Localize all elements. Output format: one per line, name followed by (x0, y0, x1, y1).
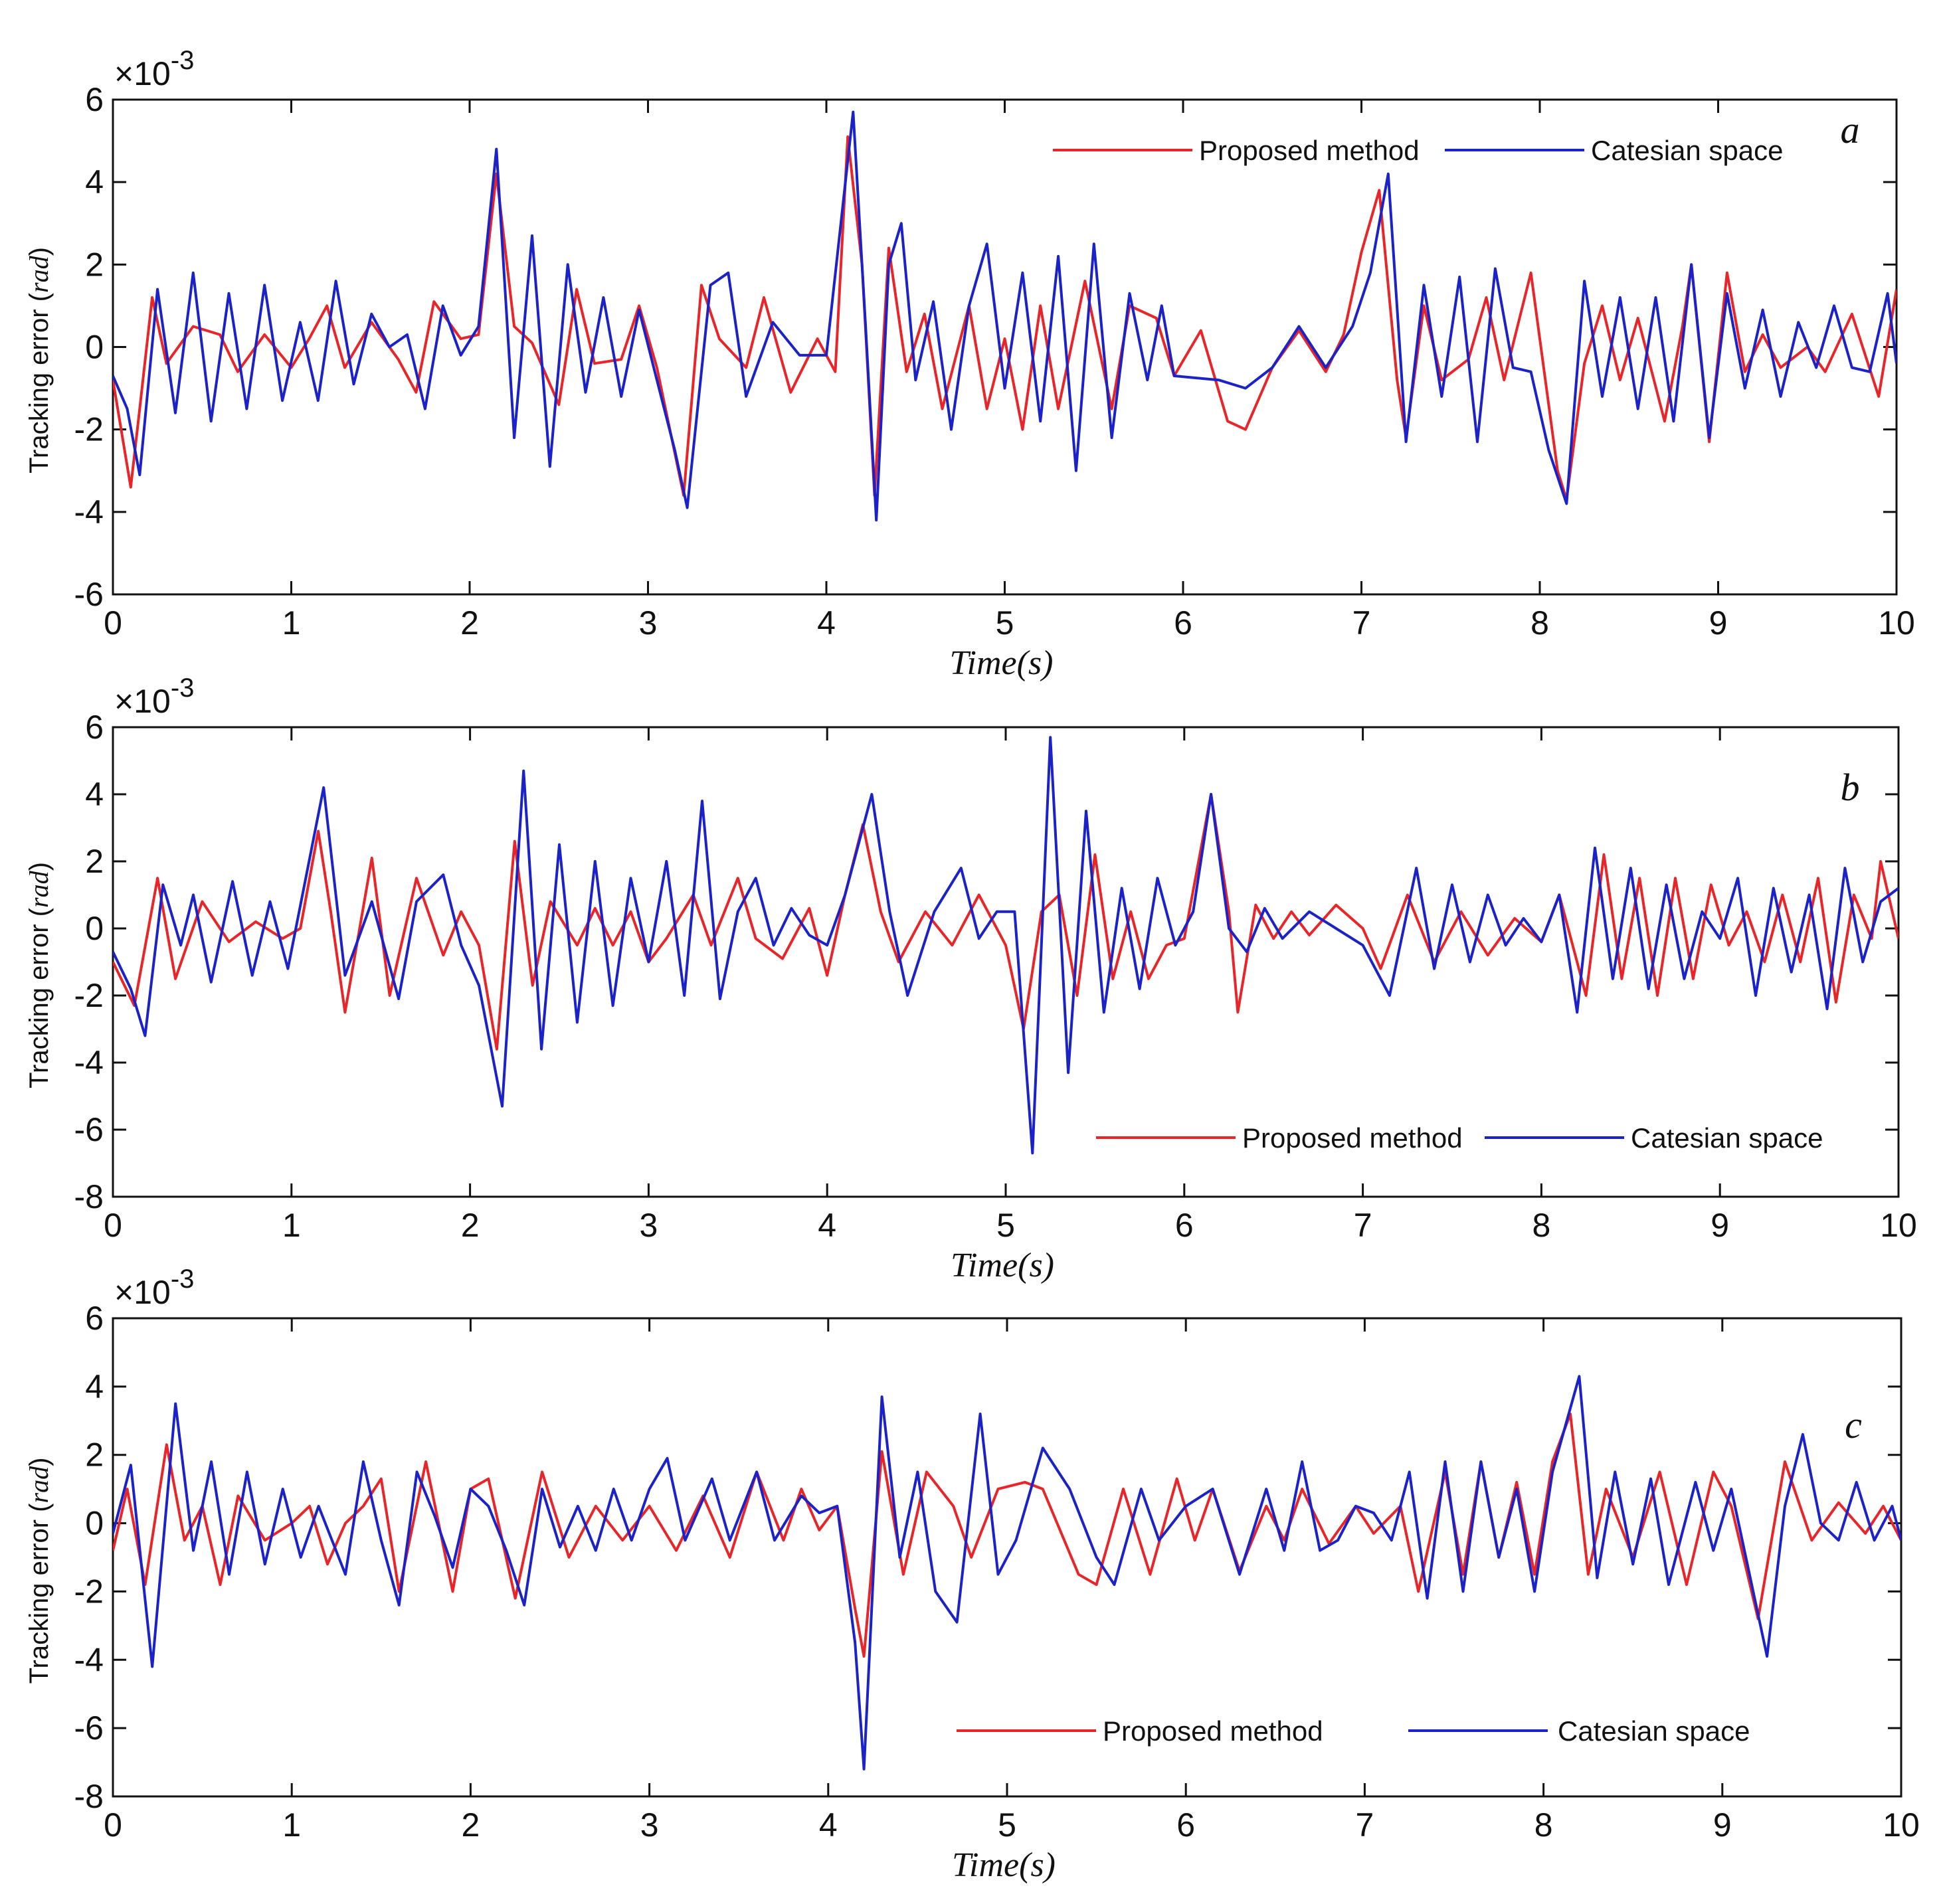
legend-label-catesian-space: Catesian space (1558, 1715, 1750, 1747)
series-line-proposed-method (113, 135, 1897, 501)
y-tick-label: 4 (85, 1368, 104, 1405)
x-tick-label: 6 (1176, 1806, 1195, 1844)
panel-a: 0 1 2 3 4 5 6 7 8 9 10 -6 -4 -2 0 2 4 6 ×10-3 Tracking erro… (24, 46, 1915, 682)
x-tick-label: 0 (104, 1207, 122, 1244)
y-axis-label: Tracking error (rad) (24, 1458, 54, 1684)
y-tick-label: -6 (74, 1709, 104, 1747)
x-tick-label: 3 (639, 1207, 658, 1244)
x-tick-label: 0 (104, 604, 122, 642)
x-tick-label: 9 (1709, 604, 1728, 642)
y-tick-label: 2 (85, 843, 104, 880)
x-tick-label: 0 (104, 1806, 122, 1844)
series-line-catesian-space (113, 736, 1899, 1155)
y-tick-label: 0 (85, 329, 104, 366)
legend-label-catesian-space: Catesian space (1591, 135, 1784, 166)
plot-frame (112, 726, 1900, 1198)
y-tick-label: -8 (74, 1778, 104, 1815)
x-tick-label: 7 (1352, 604, 1371, 642)
y-exponent-label: ×10-3 (114, 673, 194, 720)
panel-b: 0 1 2 3 4 5 6 7 8 9 10 -8 -6 -4 -2 0 2 4 6 ×10-3 Tracking er… (24, 673, 1917, 1284)
x-tick-label: 8 (1532, 1207, 1550, 1244)
x-tick-label: 7 (1355, 1806, 1374, 1844)
y-tick-label: 4 (85, 163, 104, 201)
y-exponent-label: ×10-3 (114, 46, 194, 92)
x-tick-label: 4 (818, 1207, 836, 1244)
x-tick-label: 2 (461, 1806, 480, 1844)
panel-letter: a (1841, 108, 1860, 151)
y-tick-label: -6 (74, 576, 104, 613)
x-tick-label: 1 (282, 1806, 301, 1844)
legend-label-proposed-method: Proposed method (1199, 135, 1420, 166)
x-axis-label: Time(s) (950, 644, 1054, 682)
y-tick-label: -2 (74, 411, 104, 448)
x-tick-label: 1 (282, 1207, 301, 1244)
y-tick-label: 2 (85, 246, 104, 283)
x-tick-label: 7 (1354, 1207, 1372, 1244)
x-axis-label: Time(s) (951, 1247, 1054, 1284)
y-tick-label: -4 (74, 1044, 104, 1081)
x-tick-label: 3 (639, 604, 658, 642)
x-tick-label: 4 (819, 1806, 838, 1844)
y-exponent-label: ×10-3 (114, 1264, 194, 1311)
x-tick-label: 8 (1534, 1806, 1553, 1844)
x-tick-label: 10 (1878, 604, 1915, 642)
series-line-catesian-space (113, 110, 1897, 522)
legend-label-proposed-method: Proposed method (1242, 1122, 1463, 1154)
x-tick-label: 4 (817, 604, 836, 642)
x-axis-label: Time(s) (952, 1846, 1056, 1884)
legend-label-proposed-method: Proposed method (1103, 1715, 1323, 1747)
x-tick-label: 6 (1174, 604, 1192, 642)
y-tick-label: 4 (85, 776, 104, 813)
series-line-proposed-method (113, 1413, 1901, 1658)
y-tick-label: 6 (85, 709, 104, 746)
x-tick-label: 5 (996, 1207, 1015, 1244)
x-tick-label: 6 (1175, 1207, 1194, 1244)
y-tick-label: -2 (74, 977, 104, 1014)
series-line-catesian-space (113, 1375, 1901, 1771)
panel-c: 0 1 2 3 4 5 6 7 8 9 10 -8 -6 -4 -2 0 2 4 6 ×10-3 Tracking er… (24, 1264, 1920, 1884)
x-tick-label: 9 (1713, 1806, 1732, 1844)
x-tick-label: 9 (1711, 1207, 1729, 1244)
y-tick-label: 0 (85, 1505, 104, 1542)
x-tick-label: 2 (461, 1207, 480, 1244)
x-tick-label: 10 (1880, 1207, 1917, 1244)
x-tick-label: 5 (996, 604, 1014, 642)
series-line-proposed-method (113, 793, 1899, 1051)
y-tick-label: -4 (74, 1641, 104, 1678)
y-tick-label: 2 (85, 1436, 104, 1474)
y-axis-label: Tracking error (rad) (24, 247, 54, 474)
x-tick-label: 8 (1530, 604, 1549, 642)
x-tick-label: 5 (998, 1806, 1016, 1844)
panel-letter: c (1845, 1403, 1862, 1446)
x-tick-label: 2 (460, 604, 479, 642)
x-tick-label: 10 (1883, 1806, 1920, 1844)
y-tick-label: -2 (74, 1573, 104, 1610)
legend-label-catesian-space: Catesian space (1631, 1122, 1823, 1154)
panel-letter: b (1841, 766, 1860, 809)
y-tick-label: -4 (74, 493, 104, 531)
y-tick-label: -8 (74, 1178, 104, 1215)
x-tick-label: 1 (282, 604, 301, 642)
y-tick-label: -6 (74, 1111, 104, 1148)
y-tick-label: 0 (85, 910, 104, 947)
y-axis-label: Tracking error (rad) (24, 862, 54, 1088)
x-tick-label: 3 (640, 1806, 659, 1844)
y-tick-label: 6 (85, 81, 104, 118)
y-tick-label: 6 (85, 1300, 104, 1337)
